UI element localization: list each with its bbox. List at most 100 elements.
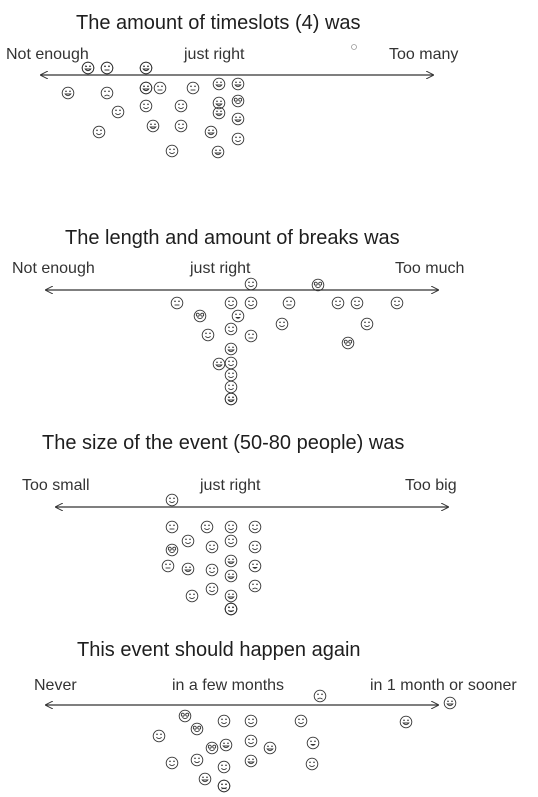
smile-face-icon bbox=[305, 757, 319, 771]
stray-dot bbox=[351, 44, 357, 50]
happy-face-icon bbox=[244, 754, 258, 768]
scale-label-middle: just right bbox=[184, 46, 245, 63]
happy-face-icon bbox=[204, 125, 218, 139]
smile-face-icon bbox=[350, 296, 364, 310]
happy-face-icon bbox=[211, 145, 225, 159]
happy-face-icon bbox=[231, 112, 245, 126]
smile-face-icon bbox=[185, 589, 199, 603]
glasses-face-icon bbox=[341, 336, 355, 350]
smile-face-icon bbox=[331, 296, 345, 310]
scale-label-left: Too small bbox=[22, 477, 90, 494]
question-title: The size of the event (50-80 people) was bbox=[42, 432, 405, 454]
neutral-face-icon bbox=[282, 296, 296, 310]
happy-face-icon bbox=[224, 569, 238, 583]
glasses-face-icon bbox=[165, 543, 179, 557]
smile-face-icon bbox=[231, 132, 245, 146]
neutral-face-icon bbox=[186, 81, 200, 95]
happy-face-icon bbox=[212, 96, 226, 110]
smile-face-icon bbox=[244, 296, 258, 310]
smile-face-icon bbox=[224, 356, 238, 370]
smile-face-icon bbox=[152, 729, 166, 743]
happy-face-icon bbox=[81, 61, 95, 75]
scale-label-right: Too much bbox=[395, 260, 465, 277]
grin-face-icon bbox=[306, 736, 320, 750]
scale-label-middle: just right bbox=[190, 260, 251, 277]
glasses-face-icon bbox=[311, 278, 325, 292]
smile-face-icon bbox=[217, 714, 231, 728]
happy-face-icon bbox=[146, 119, 160, 133]
happy-face-icon bbox=[212, 357, 226, 371]
smile-face-icon bbox=[200, 520, 214, 534]
neutral-face-icon bbox=[224, 602, 238, 616]
glasses-face-icon bbox=[205, 741, 219, 755]
smile-face-icon bbox=[224, 520, 238, 534]
happy-face-icon bbox=[139, 81, 153, 95]
grin-face-icon bbox=[248, 559, 262, 573]
neutral-face-icon bbox=[153, 81, 167, 95]
happy-face-icon bbox=[443, 696, 457, 710]
smile-face-icon bbox=[190, 753, 204, 767]
smile-face-icon bbox=[275, 317, 289, 331]
scale-label-left: Not enough bbox=[12, 260, 95, 277]
smile-face-icon bbox=[224, 534, 238, 548]
happy-face-icon bbox=[224, 589, 238, 603]
smile-face-icon bbox=[174, 99, 188, 113]
smile-face-icon bbox=[139, 99, 153, 113]
smile-face-icon bbox=[174, 119, 188, 133]
scale-label-right: Too many bbox=[389, 46, 459, 63]
smile-face-icon bbox=[217, 760, 231, 774]
neutral-face-icon bbox=[161, 559, 175, 573]
smile-face-icon bbox=[224, 368, 238, 382]
scale-label-left: Never bbox=[34, 677, 77, 694]
smile-face-icon bbox=[294, 714, 308, 728]
smile-face-icon bbox=[205, 563, 219, 577]
sad-face-icon bbox=[313, 689, 327, 703]
happy-face-icon bbox=[263, 741, 277, 755]
happy-face-icon bbox=[139, 61, 153, 75]
happy-face-icon bbox=[224, 342, 238, 356]
scale-label-right: Too big bbox=[405, 477, 457, 494]
scale-label-middle: just right bbox=[200, 477, 261, 494]
happy-face-icon bbox=[219, 738, 233, 752]
scale-label-right: in 1 month or sooner bbox=[370, 677, 517, 694]
happy-face-icon bbox=[212, 106, 226, 120]
smile-face-icon bbox=[224, 380, 238, 394]
smile-face-icon bbox=[360, 317, 374, 331]
happy-face-icon bbox=[399, 715, 413, 729]
smile-face-icon bbox=[224, 322, 238, 336]
smile-face-icon bbox=[205, 582, 219, 596]
sad-face-icon bbox=[217, 779, 231, 793]
smile-face-icon bbox=[390, 296, 404, 310]
smile-face-icon bbox=[181, 534, 195, 548]
happy-face-icon bbox=[181, 562, 195, 576]
smile-face-icon bbox=[205, 540, 219, 554]
smile-face-icon bbox=[165, 144, 179, 158]
smile-face-icon bbox=[244, 734, 258, 748]
grin-face-icon bbox=[231, 309, 245, 323]
glasses-face-icon bbox=[231, 94, 245, 108]
scale-label-left: Not enough bbox=[6, 46, 89, 63]
smile-face-icon bbox=[248, 520, 262, 534]
happy-face-icon bbox=[224, 392, 238, 406]
happy-face-icon bbox=[224, 554, 238, 568]
happy-face-icon bbox=[212, 77, 226, 91]
emoji-votes bbox=[61, 61, 457, 793]
smile-face-icon bbox=[244, 714, 258, 728]
glasses-face-icon bbox=[193, 309, 207, 323]
smile-face-icon bbox=[201, 328, 215, 342]
glasses-face-icon bbox=[190, 722, 204, 736]
question-title: The length and amount of breaks was bbox=[65, 227, 400, 249]
happy-face-icon bbox=[198, 772, 212, 786]
smile-face-icon bbox=[165, 493, 179, 507]
smile-face-icon bbox=[92, 125, 106, 139]
neutral-face-icon bbox=[165, 520, 179, 534]
sad-face-icon bbox=[100, 86, 114, 100]
smile-face-icon bbox=[248, 540, 262, 554]
smile-face-icon bbox=[244, 277, 258, 291]
neutral-face-icon bbox=[244, 329, 258, 343]
sad-face-icon bbox=[248, 579, 262, 593]
happy-face-icon bbox=[61, 86, 75, 100]
scale-label-middle: in a few months bbox=[172, 677, 285, 694]
